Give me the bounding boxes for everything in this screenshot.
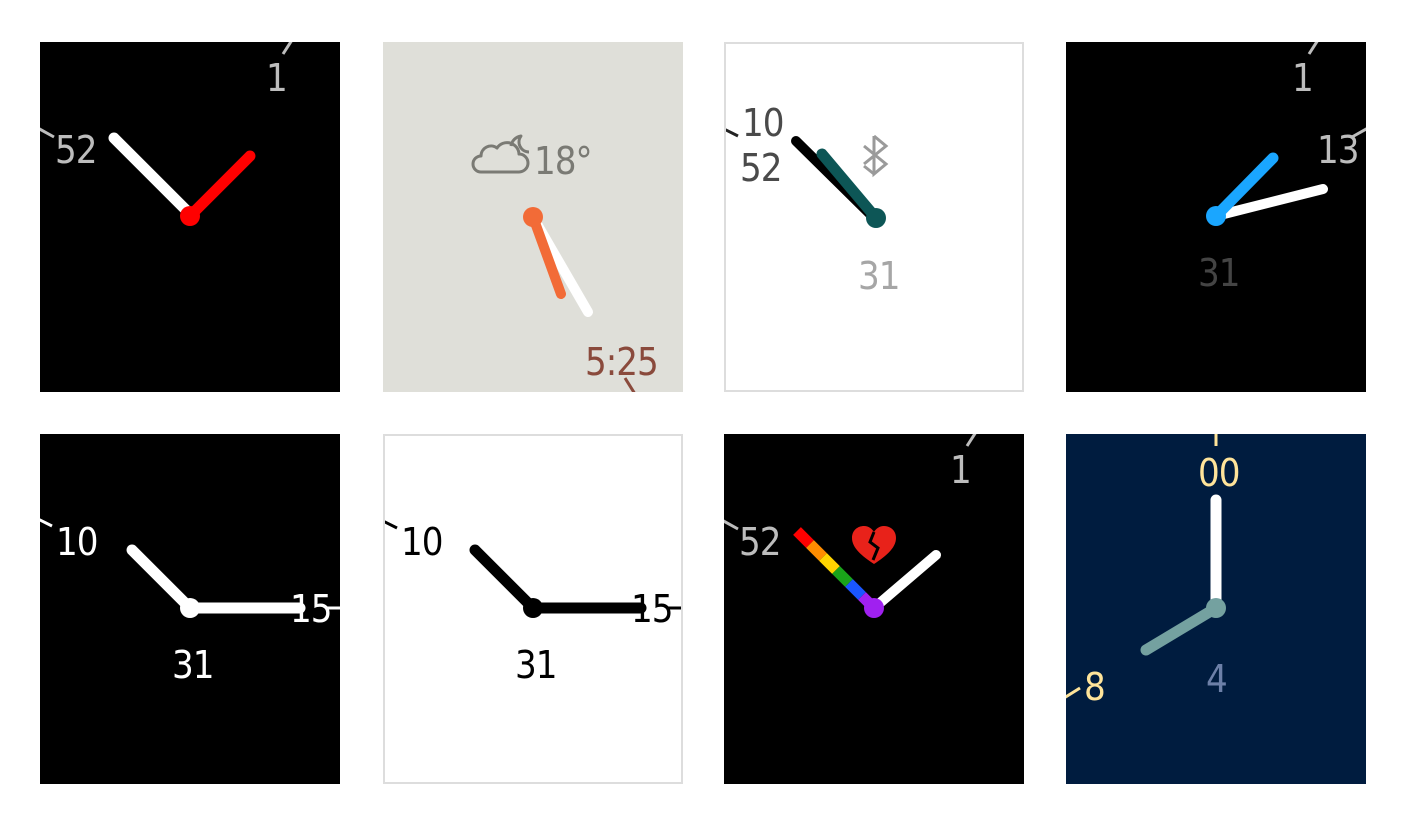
top-numeral: 00 (1198, 451, 1240, 495)
weather-temperature: 18° (534, 139, 592, 183)
hour-hand (1140, 602, 1222, 656)
hour-numeral: 10 (742, 101, 784, 145)
center-dot (866, 208, 886, 228)
date: 31 (1198, 251, 1240, 295)
partly-cloudy-night-icon (471, 134, 530, 174)
date: 31 (172, 643, 214, 687)
digital-time: 5:25 (585, 340, 658, 384)
center-dot (1206, 206, 1226, 226)
hour-numeral: 1 (950, 448, 971, 492)
hour-numeral: 1 (1292, 56, 1313, 100)
rainbow-hour-hand (793, 527, 878, 612)
minute-hand (1211, 184, 1328, 221)
hour-hand (184, 150, 256, 222)
hour-hand (126, 544, 196, 614)
bluetooth-icon (863, 134, 889, 178)
center-dot (180, 598, 200, 618)
side-numeral: 8 (1084, 665, 1105, 709)
watch-face-7[interactable]: 52 1 (724, 434, 1024, 784)
broken-heart-icon (852, 526, 896, 564)
center-dot (523, 598, 543, 618)
hour-numeral: 1 (266, 56, 287, 100)
date: 31 (515, 643, 557, 687)
center-dot (180, 206, 200, 226)
watch-face-6[interactable]: 10 15 31 (383, 434, 683, 784)
date: 4 (1206, 657, 1227, 701)
minute-hand (108, 132, 195, 219)
watch-face-3[interactable]: 10 52 31 (724, 42, 1024, 392)
watch-face-1[interactable]: 52 1 (40, 42, 340, 392)
watch-face-8[interactable]: 00 8 4 (1066, 434, 1366, 784)
hour-hand (1210, 152, 1279, 222)
center-dot (523, 207, 543, 227)
hour-hand (816, 148, 882, 224)
hand (528, 212, 566, 299)
center-dot (864, 598, 884, 618)
date: 31 (858, 254, 900, 298)
center-dot (1206, 598, 1226, 618)
minute-numeral: 13 (1317, 128, 1359, 172)
watch-face-2[interactable]: 18° 5:25 (383, 42, 683, 392)
minute-hand (869, 550, 941, 613)
minute-numeral: 52 (739, 520, 781, 564)
watch-face-5[interactable]: 10 15 31 (40, 434, 340, 784)
minute-numeral: 52 (740, 146, 782, 190)
hour-numeral: 10 (56, 520, 98, 564)
watch-face-4[interactable]: 1 13 31 (1066, 42, 1366, 392)
minute-numeral: 52 (55, 128, 97, 172)
hour-numeral: 10 (401, 520, 443, 564)
hour-hand (469, 544, 539, 614)
